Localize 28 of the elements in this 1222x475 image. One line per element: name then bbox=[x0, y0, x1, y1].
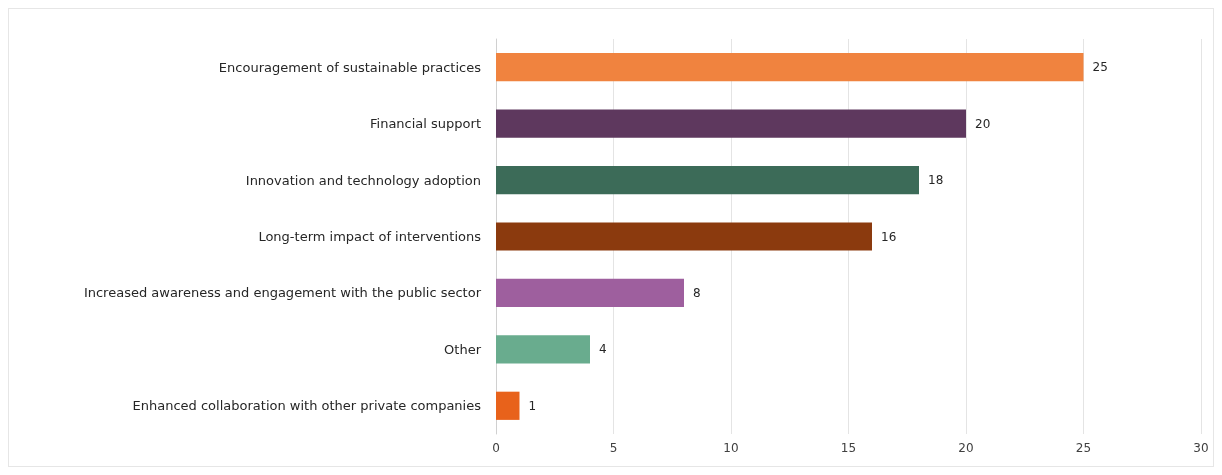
x-tick-label: 25 bbox=[1075, 441, 1092, 455]
x-tick-label: 5 bbox=[609, 441, 618, 455]
y-tick-label: Increased awareness and engagement with the public sector bbox=[83, 285, 482, 301]
data-label: 16 bbox=[881, 229, 897, 244]
data-label: 8 bbox=[693, 285, 701, 300]
x-tick-label: 15 bbox=[840, 441, 857, 455]
x-tick-label: 10 bbox=[723, 441, 739, 455]
bar bbox=[496, 53, 1084, 82]
x-tick-label: 30 bbox=[1193, 441, 1209, 455]
data-label: 18 bbox=[928, 173, 944, 188]
y-tick-label: Innovation and technology adoption bbox=[245, 172, 481, 188]
data-label: 25 bbox=[1092, 60, 1108, 75]
y-tick-label: Enhanced collaboration with other private companies bbox=[132, 398, 482, 414]
y-tick-label: Long-term impact of interventions bbox=[258, 229, 482, 244]
x-tick-label: 0 bbox=[492, 441, 500, 455]
bar bbox=[496, 109, 966, 138]
y-tick-label: Encouragement of sustainable practices bbox=[218, 59, 482, 75]
x-tick-label: 20 bbox=[958, 441, 974, 455]
data-label: 4 bbox=[599, 342, 607, 357]
data-label: 1 bbox=[528, 398, 537, 413]
bar bbox=[496, 335, 590, 364]
data-label: 20 bbox=[975, 116, 991, 131]
y-tick-label: Other bbox=[444, 341, 482, 357]
bar bbox=[496, 222, 872, 251]
bar bbox=[496, 278, 684, 308]
bar bbox=[496, 165, 919, 195]
y-tick-label: Financial support bbox=[370, 116, 481, 132]
bar bbox=[496, 391, 520, 420]
